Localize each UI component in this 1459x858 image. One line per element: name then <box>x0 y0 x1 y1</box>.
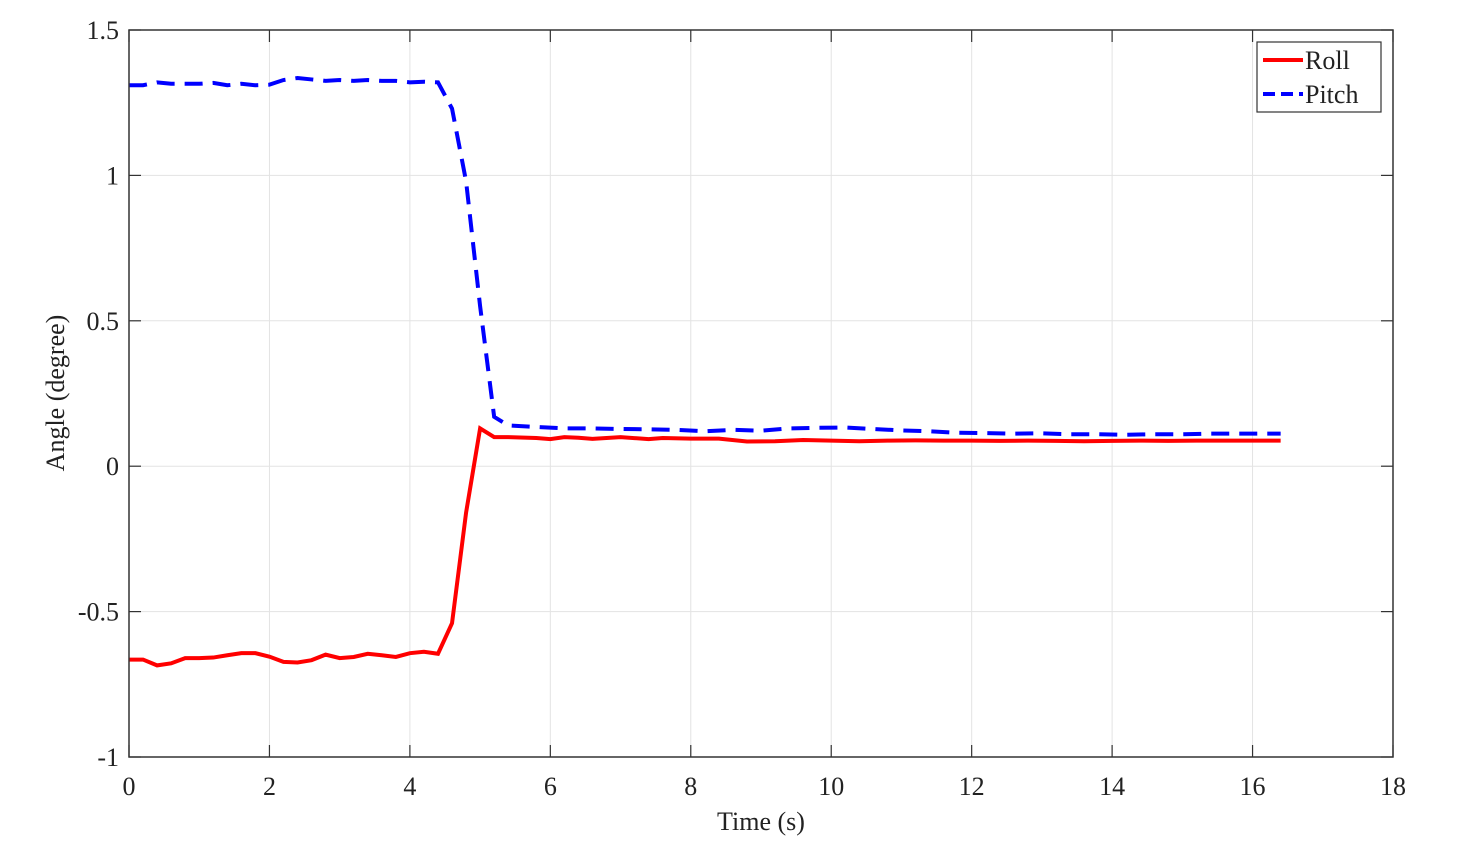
legend-label: Pitch <box>1305 80 1358 109</box>
x-tick-label: 6 <box>544 772 557 801</box>
x-tick-label: 4 <box>403 772 416 801</box>
x-axis-label: Time (s) <box>717 807 805 836</box>
y-tick-label: 1.5 <box>87 16 120 45</box>
legend: Roll Pitch <box>1256 41 1382 113</box>
y-tick-label: 1 <box>106 161 119 190</box>
y-tick-label: -0.5 <box>78 598 119 627</box>
y-tick-label: 0.5 <box>87 307 120 336</box>
y-tick-label: -1 <box>97 743 119 772</box>
x-tick-label: 14 <box>1099 772 1125 801</box>
data-line <box>129 425 1281 668</box>
x-tick-label: 16 <box>1240 772 1266 801</box>
lines <box>129 75 1281 668</box>
legend-box <box>1256 41 1382 113</box>
legend-label: Roll <box>1305 46 1350 75</box>
x-tick-label: 2 <box>263 772 276 801</box>
x-tick-label: 10 <box>818 772 844 801</box>
plot-frame <box>128 29 1394 758</box>
x-tick-label: 18 <box>1380 772 1406 801</box>
x-tick-label: 12 <box>959 772 985 801</box>
data-line <box>129 75 1281 437</box>
x-tick-label: 0 <box>123 772 136 801</box>
y-axis-label: Angle (degree) <box>41 315 70 472</box>
y-tick-label: 0 <box>106 452 119 481</box>
grid: 0 2 4 6 8 10 12 14 16 18 -1 -0.5 0 0.5 1 1.5 <box>78 16 1406 801</box>
x-tick-label: 8 <box>684 772 697 801</box>
